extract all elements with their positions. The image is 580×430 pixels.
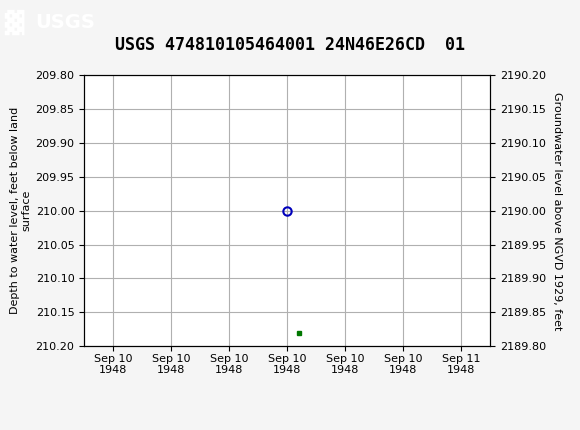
Y-axis label: Depth to water level, feet below land
surface: Depth to water level, feet below land su… bbox=[10, 107, 31, 314]
Text: ▓: ▓ bbox=[5, 10, 24, 35]
Y-axis label: Groundwater level above NGVD 1929, feet: Groundwater level above NGVD 1929, feet bbox=[552, 92, 561, 330]
Text: USGS 474810105464001 24N46E26CD  01: USGS 474810105464001 24N46E26CD 01 bbox=[115, 36, 465, 54]
Text: USGS: USGS bbox=[35, 13, 95, 32]
